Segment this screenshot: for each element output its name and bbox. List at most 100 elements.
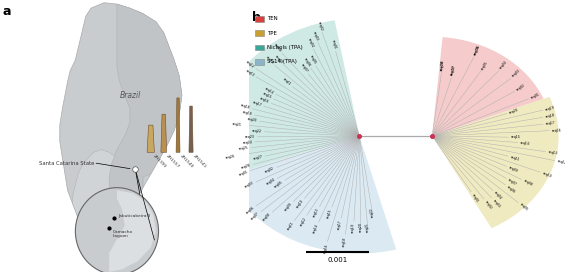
Text: seq06: seq06 [303, 57, 311, 67]
Text: seq23: seq23 [245, 135, 255, 139]
Text: TPE: TPE [267, 31, 277, 36]
Text: seq09: seq09 [284, 202, 293, 212]
Text: seq11: seq11 [510, 155, 520, 162]
Text: seq15: seq15 [511, 135, 521, 139]
Text: seq18: seq18 [240, 103, 251, 110]
Text: seq03: seq03 [312, 30, 319, 41]
Text: seq08: seq08 [523, 179, 533, 187]
Text: b: b [252, 11, 260, 24]
Text: ZH1540: ZH1540 [179, 154, 194, 169]
Polygon shape [109, 4, 182, 234]
Text: seq10: seq10 [265, 56, 275, 66]
Text: seq02: seq02 [317, 20, 323, 31]
Text: seq01: seq01 [471, 193, 479, 203]
Text: seq08: seq08 [440, 60, 445, 71]
Polygon shape [73, 150, 143, 253]
Text: seq11: seq11 [286, 221, 295, 231]
Text: Brazil: Brazil [119, 91, 141, 100]
Wedge shape [432, 37, 544, 136]
Text: seq17: seq17 [545, 121, 555, 126]
Text: seq08: seq08 [272, 42, 282, 52]
Text: SS14 (TPA): SS14 (TPA) [267, 59, 297, 64]
Wedge shape [432, 97, 559, 228]
Text: seq09: seq09 [508, 166, 519, 174]
Text: seq18: seq18 [545, 113, 555, 119]
Text: seq02: seq02 [484, 200, 493, 210]
Wedge shape [225, 136, 396, 254]
Text: seq08: seq08 [262, 212, 272, 222]
Bar [255, 45, 264, 50]
Text: seq19: seq19 [545, 105, 555, 112]
Text: seq05: seq05 [519, 203, 529, 212]
Text: seq13: seq13 [312, 208, 320, 218]
Text: seq07: seq07 [250, 212, 260, 221]
Text: TEN: TEN [267, 16, 278, 21]
Text: seq03: seq03 [492, 198, 501, 209]
Text: seq14: seq14 [520, 141, 531, 146]
Text: seq07: seq07 [507, 178, 518, 187]
Text: seq16: seq16 [259, 97, 270, 104]
Text: seq10: seq10 [542, 171, 553, 178]
Text: seq03: seq03 [244, 181, 255, 190]
Text: ZH1557: ZH1557 [165, 154, 180, 169]
Text: seq04: seq04 [306, 37, 314, 48]
Text: ZH1390: ZH1390 [152, 154, 167, 169]
Text: seq05: seq05 [480, 60, 489, 70]
Circle shape [75, 188, 159, 272]
Text: seq13: seq13 [547, 150, 558, 156]
Text: seq17: seq17 [251, 100, 262, 107]
Text: seq15: seq15 [327, 208, 333, 219]
Text: Jabuticabeira II: Jabuticabeira II [118, 214, 151, 218]
Text: seq16: seq16 [551, 128, 562, 132]
Text: seq06: seq06 [506, 184, 516, 194]
Text: seq20: seq20 [247, 117, 257, 123]
Text: seq12: seq12 [245, 60, 255, 69]
Text: seq06: seq06 [245, 206, 255, 215]
Text: seq15: seq15 [262, 92, 272, 100]
Wedge shape [217, 20, 359, 176]
Text: 0.001: 0.001 [327, 257, 347, 263]
Text: seq21: seq21 [366, 222, 370, 233]
Text: seq24: seq24 [242, 140, 253, 145]
Text: seq27: seq27 [253, 155, 263, 161]
Text: seq18: seq18 [342, 236, 347, 246]
Polygon shape [189, 106, 193, 152]
Text: a: a [3, 5, 11, 18]
Text: seq05: seq05 [273, 180, 284, 189]
Text: seq04: seq04 [493, 191, 503, 201]
Text: seq20: seq20 [508, 107, 519, 115]
Text: seq13: seq13 [245, 69, 255, 78]
Text: seq07: seq07 [450, 65, 457, 76]
Text: ZH1541: ZH1541 [192, 154, 207, 169]
Text: seq25: seq25 [239, 146, 249, 151]
Text: seq17: seq17 [337, 220, 343, 230]
Text: seq09: seq09 [274, 54, 284, 64]
Text: seq02: seq02 [264, 166, 275, 174]
Text: seq04: seq04 [499, 60, 508, 70]
Text: Nichols (TPA): Nichols (TPA) [267, 45, 303, 50]
Text: seq14: seq14 [264, 86, 275, 95]
Text: seq01: seq01 [238, 169, 249, 177]
Text: seq14: seq14 [312, 223, 319, 234]
Text: seq07: seq07 [299, 63, 308, 73]
Bar [255, 30, 264, 36]
Text: seq01: seq01 [530, 92, 541, 100]
Text: seq28: seq28 [241, 163, 251, 170]
Text: seq12: seq12 [557, 159, 565, 165]
Bar [255, 16, 264, 22]
Text: seq19: seq19 [242, 110, 253, 116]
Text: seq26: seq26 [225, 154, 236, 160]
Text: Santa Catarina State: Santa Catarina State [40, 161, 95, 166]
Text: seq16: seq16 [323, 243, 329, 254]
Polygon shape [109, 190, 156, 272]
Text: seq03: seq03 [511, 69, 521, 78]
Text: seq02: seq02 [516, 83, 527, 92]
Text: seq01: seq01 [331, 39, 337, 50]
Polygon shape [147, 125, 154, 152]
Text: seq12: seq12 [299, 216, 307, 227]
Text: seq04: seq04 [266, 178, 276, 186]
Text: seq19: seq19 [351, 223, 356, 233]
Text: Camacho
Lagoon: Camacho Lagoon [113, 230, 133, 239]
Text: seq22: seq22 [370, 208, 375, 218]
Polygon shape [60, 3, 182, 253]
